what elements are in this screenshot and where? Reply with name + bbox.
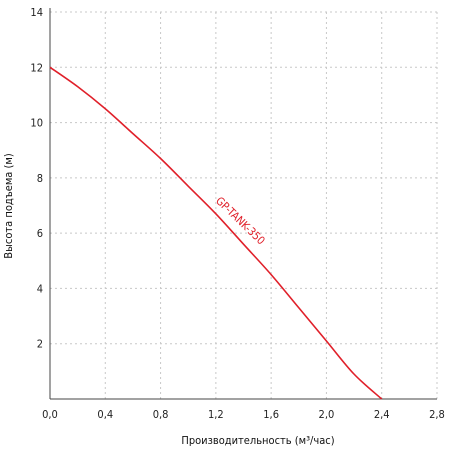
y-tick-label: 12 <box>30 61 43 74</box>
x-tick-label: 2,4 <box>374 408 390 421</box>
x-tick-label: 1,2 <box>208 408 224 421</box>
y-tick-label: 4 <box>37 282 43 295</box>
axes <box>49 8 437 400</box>
y-tick-label: 8 <box>37 172 43 185</box>
x-tick-label: 2,0 <box>319 408 335 421</box>
y-tick-label: 10 <box>30 117 43 130</box>
series-line <box>49 66 383 400</box>
y-tick-label: 14 <box>30 6 43 19</box>
y-tick-label: 2 <box>37 338 43 351</box>
grid <box>50 11 438 399</box>
y-axis-title: Высота подъема (м) <box>2 153 15 259</box>
y-tick-label: 6 <box>37 227 43 240</box>
x-tick-label: 1,6 <box>263 408 279 421</box>
x-tick-label: 0,0 <box>42 408 58 421</box>
x-tick-label: 0,4 <box>97 408 113 421</box>
x-tick-label: 0,8 <box>153 408 169 421</box>
x-tick-label: 2,8 <box>429 408 445 421</box>
tick-labels: 0,0 0,4 0,8 1,2 1,6 2,0 2,4 2,8 2 4 6 8 10 12 14 <box>30 6 444 421</box>
x-axis-title: Производительность (м³/час) <box>181 434 334 447</box>
